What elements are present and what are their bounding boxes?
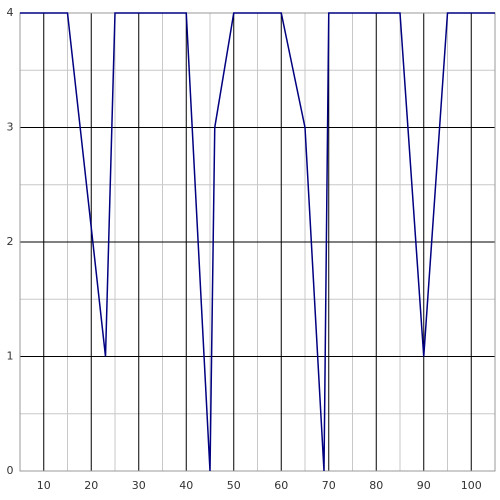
x-tick-label: 50 bbox=[227, 479, 241, 492]
y-tick-label: 3 bbox=[7, 121, 14, 134]
data-line bbox=[20, 12, 495, 472]
x-tick-label: 100 bbox=[461, 479, 482, 492]
y-tick-label: 1 bbox=[7, 350, 14, 363]
y-tick-label: 2 bbox=[7, 235, 14, 248]
x-tick-label: 80 bbox=[369, 479, 383, 492]
y-tick-label: 0 bbox=[7, 464, 14, 477]
x-tick-label: 40 bbox=[179, 479, 193, 492]
x-tick-label: 10 bbox=[37, 479, 51, 492]
x-tick-label: 20 bbox=[84, 479, 98, 492]
x-tick-label: 70 bbox=[322, 479, 336, 492]
x-tick-label: 90 bbox=[417, 479, 431, 492]
x-tick-label: 60 bbox=[274, 479, 288, 492]
x-tick-label: 30 bbox=[132, 479, 146, 492]
y-tick-label: 4 bbox=[7, 6, 14, 19]
